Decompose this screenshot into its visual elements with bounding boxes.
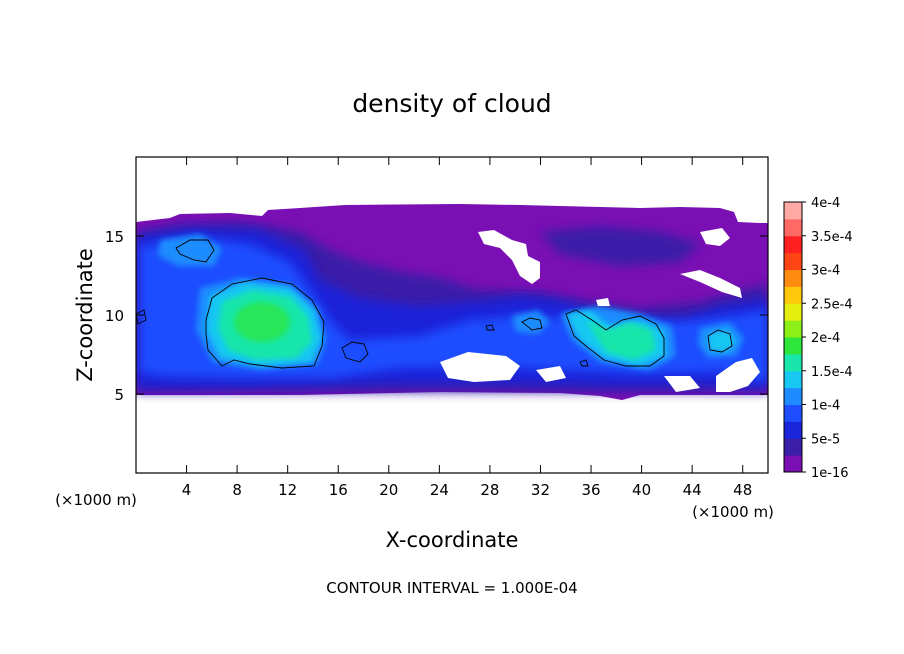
colorbar-level xyxy=(784,387,802,406)
x-unit-right: (×1000 m) xyxy=(692,503,774,521)
contour-core-east xyxy=(565,309,665,367)
clear-patch-lower-right2 xyxy=(664,376,700,392)
clear-patch-right xyxy=(700,228,730,246)
colorbar-level xyxy=(784,252,802,271)
y-tick-label: 15 xyxy=(105,228,124,246)
colorbar-level xyxy=(784,353,802,372)
contour-small-e xyxy=(579,359,589,367)
clear-patch-small xyxy=(596,298,610,306)
plot-area xyxy=(136,204,768,400)
colorbar: 1e-16 5e-5 1e-4 1.5e-4 2e-4 2.5e-4 3e-4 3.5e-4 4… xyxy=(783,196,853,481)
x-tick-label: 16 xyxy=(329,481,348,499)
contour-small-a xyxy=(341,341,369,363)
x-tick-label: 8 xyxy=(232,481,242,499)
x-unit-left: (×1000 m) xyxy=(55,491,137,509)
colorbar-level xyxy=(784,370,802,389)
contour-core-west xyxy=(205,277,325,369)
contour-small-c xyxy=(521,317,543,331)
colorbar-level xyxy=(784,438,802,456)
colorbar-level xyxy=(784,455,802,473)
band-cyan-right xyxy=(708,330,736,352)
x-tick-label: 36 xyxy=(581,481,600,499)
colorbar-level xyxy=(784,218,802,237)
y-axis-label: Z-coordinate xyxy=(73,248,97,382)
core-peak xyxy=(234,302,290,342)
band-patch-upper xyxy=(540,226,700,266)
colorbar-level xyxy=(784,421,802,439)
band-light-blue-upper xyxy=(158,234,222,266)
x-tick-label: 12 xyxy=(278,481,297,499)
colorbar-tick-label: 1e-16 xyxy=(811,466,849,481)
colorbar-tick-label: 2.5e-4 xyxy=(811,297,853,312)
colorbar-level xyxy=(784,286,802,304)
core-green-east xyxy=(586,320,656,360)
clear-patch-lower-mid2 xyxy=(536,366,566,382)
chart-title: density of cloud xyxy=(352,89,551,118)
colorbar-tick-label: 5e-5 xyxy=(811,432,840,447)
colorbar-tick-label: 2e-4 xyxy=(811,331,840,346)
x-axis: 4 8 12 16 20 24 28 32 36 40 44 48 xyxy=(182,157,752,499)
colorbar-level xyxy=(784,235,802,254)
y-axis: 5 10 15 xyxy=(105,228,768,404)
contour-small-d xyxy=(485,324,495,331)
clear-patch-right2 xyxy=(680,270,742,298)
x-tick-label: 48 xyxy=(733,481,752,499)
contour-interval-note: CONTOUR INTERVAL = 1.000E-04 xyxy=(326,579,577,597)
contour-small-f xyxy=(136,309,147,325)
x-tick-label: 40 xyxy=(632,481,651,499)
x-tick-label: 20 xyxy=(379,481,398,499)
clear-patch-lower-right xyxy=(716,358,760,392)
colorbar-level xyxy=(784,320,802,338)
colorbar-tick-label: 3.5e-4 xyxy=(811,230,853,245)
contour-upper-west xyxy=(175,239,215,263)
x-tick-label: 4 xyxy=(182,481,192,499)
clear-patch-center xyxy=(478,230,540,284)
colorbar-level xyxy=(784,269,802,287)
x-tick-label: 28 xyxy=(480,481,499,499)
colorbar-level xyxy=(784,404,802,422)
contour-small-b xyxy=(707,329,733,353)
colorbar-tick-label: 4e-4 xyxy=(811,196,840,211)
y-tick-label: 10 xyxy=(105,307,124,325)
colorbar-tick-label: 1.5e-4 xyxy=(811,365,853,380)
colorbar-level xyxy=(784,303,802,321)
x-tick-label: 32 xyxy=(531,481,550,499)
colorbar-level xyxy=(784,202,802,220)
contour-lines xyxy=(136,239,733,369)
x-tick-label: 24 xyxy=(430,481,449,499)
clear-patch-lower-mid xyxy=(440,352,520,382)
colorbar-tick-label: 1e-4 xyxy=(811,399,840,414)
x-tick-label: 44 xyxy=(683,481,702,499)
colorbar-tick-label: 3e-4 xyxy=(811,264,840,279)
colorbar-level xyxy=(784,337,802,355)
y-tick-label: 5 xyxy=(114,386,124,404)
x-axis-label: X-coordinate xyxy=(386,528,519,552)
